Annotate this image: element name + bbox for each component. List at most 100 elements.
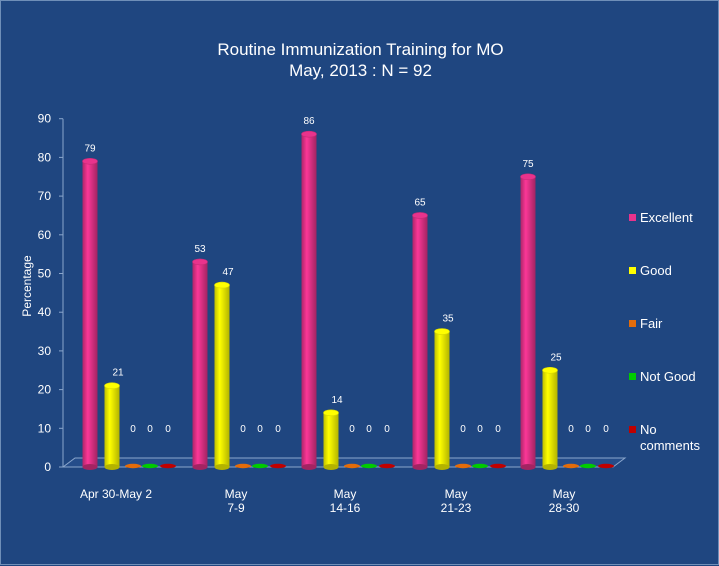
bar-excellent	[82, 161, 98, 467]
bar-no-comments-zero	[598, 463, 614, 469]
legend-swatch	[629, 373, 636, 380]
x-tick-label: May 14-16	[330, 487, 361, 515]
data-label: 14	[331, 395, 343, 406]
legend-label: Good	[640, 263, 672, 278]
legend-label: Not Good	[640, 369, 696, 384]
x-tick-label: May 21-23	[441, 487, 472, 515]
bar-no-comments-zero	[379, 463, 395, 469]
data-label: 25	[550, 352, 562, 363]
data-label: 0	[585, 424, 591, 435]
bar-fair-zero	[563, 463, 579, 469]
data-label: 75	[522, 159, 534, 170]
bar-top	[520, 173, 536, 181]
y-tick-label: 40	[38, 305, 52, 319]
data-label: 0	[147, 424, 153, 435]
x-tick-label: Apr 30-May 2	[80, 487, 152, 501]
bar-top	[82, 157, 98, 165]
bar-base	[323, 464, 339, 470]
x-tick-label: May 7-9	[225, 487, 248, 515]
bar-base	[520, 464, 536, 470]
chart-title: Routine Immunization Training for MO	[217, 40, 504, 59]
legend-swatch	[629, 320, 636, 327]
bar-fair-zero	[344, 463, 360, 469]
y-tick-label: 70	[38, 189, 52, 203]
data-label: 35	[442, 314, 454, 325]
x-tick-label: May 28-30	[549, 487, 580, 515]
data-label: 0	[275, 424, 281, 435]
bar-no-comments-zero	[490, 463, 506, 469]
bar-base	[82, 464, 98, 470]
data-label: 53	[194, 244, 206, 255]
y-tick-label: 0	[44, 460, 51, 474]
bar-base	[412, 464, 428, 470]
bar-no-comments-zero	[160, 463, 176, 469]
data-label: 0	[240, 424, 246, 435]
bar-top	[192, 258, 208, 266]
bar-not-good-zero	[580, 463, 596, 469]
bar-top	[323, 409, 339, 417]
legend-label: Fair	[640, 316, 663, 331]
bar-no-comments-zero	[270, 463, 286, 469]
y-tick-label: 60	[38, 228, 52, 242]
bar-fair-zero	[125, 463, 141, 469]
y-tick-label: 30	[38, 344, 52, 358]
bar-top	[104, 382, 120, 390]
bar-not-good-zero	[252, 463, 268, 469]
bar-fair-zero	[455, 463, 471, 469]
data-label: 21	[112, 368, 124, 379]
bar-top	[214, 281, 230, 289]
legend-label: No comments	[640, 422, 700, 453]
chart-subtitle: May, 2013 : N = 92	[289, 61, 432, 80]
bar-not-good-zero	[142, 463, 158, 469]
bar-good	[104, 385, 120, 467]
bar-good	[214, 285, 230, 467]
data-label: 0	[366, 424, 372, 435]
y-tick-label: 80	[38, 150, 52, 164]
bar-not-good-zero	[361, 463, 377, 469]
bar-base	[192, 464, 208, 470]
bar-base	[214, 464, 230, 470]
data-label: 0	[477, 424, 483, 435]
data-label: 0	[603, 424, 609, 435]
data-label: 0	[568, 424, 574, 435]
data-label: 0	[460, 424, 466, 435]
bar-good	[542, 370, 558, 467]
bar-top	[434, 328, 450, 335]
data-label: 0	[165, 424, 171, 435]
chart-title-block: Routine Immunization Training for MO May…	[1, 39, 719, 81]
legend-swatch	[629, 267, 636, 274]
legend-swatch	[629, 426, 636, 433]
bar-good	[434, 331, 450, 467]
data-label: 86	[303, 116, 315, 127]
bar-top	[412, 212, 428, 219]
legend-swatch	[629, 214, 636, 221]
data-label: 47	[222, 267, 234, 278]
bar-base	[434, 464, 450, 470]
bar-top	[301, 130, 317, 138]
y-tick-label: 20	[38, 383, 52, 397]
data-label: 0	[495, 424, 501, 435]
data-label: 0	[257, 424, 263, 435]
bar-excellent	[192, 261, 208, 467]
bar-good	[323, 412, 339, 467]
data-label: 65	[414, 197, 426, 208]
bar-excellent	[412, 215, 428, 467]
bar-excellent	[301, 134, 317, 467]
y-tick-label: 10	[38, 421, 52, 435]
bar-base	[301, 464, 317, 470]
bar-excellent	[520, 176, 536, 467]
data-label: 0	[130, 424, 136, 435]
bar-not-good-zero	[472, 463, 488, 469]
data-label: 79	[84, 143, 96, 154]
legend-label: Excellent	[640, 210, 693, 225]
y-axis-label: Percentage	[20, 255, 34, 317]
y-tick-label: 90	[38, 112, 52, 126]
bar-top	[542, 366, 558, 374]
bar-base	[542, 464, 558, 470]
bar-fair-zero	[235, 463, 251, 469]
data-label: 0	[384, 424, 390, 435]
data-label: 0	[349, 424, 355, 435]
y-tick-label: 50	[38, 267, 52, 281]
